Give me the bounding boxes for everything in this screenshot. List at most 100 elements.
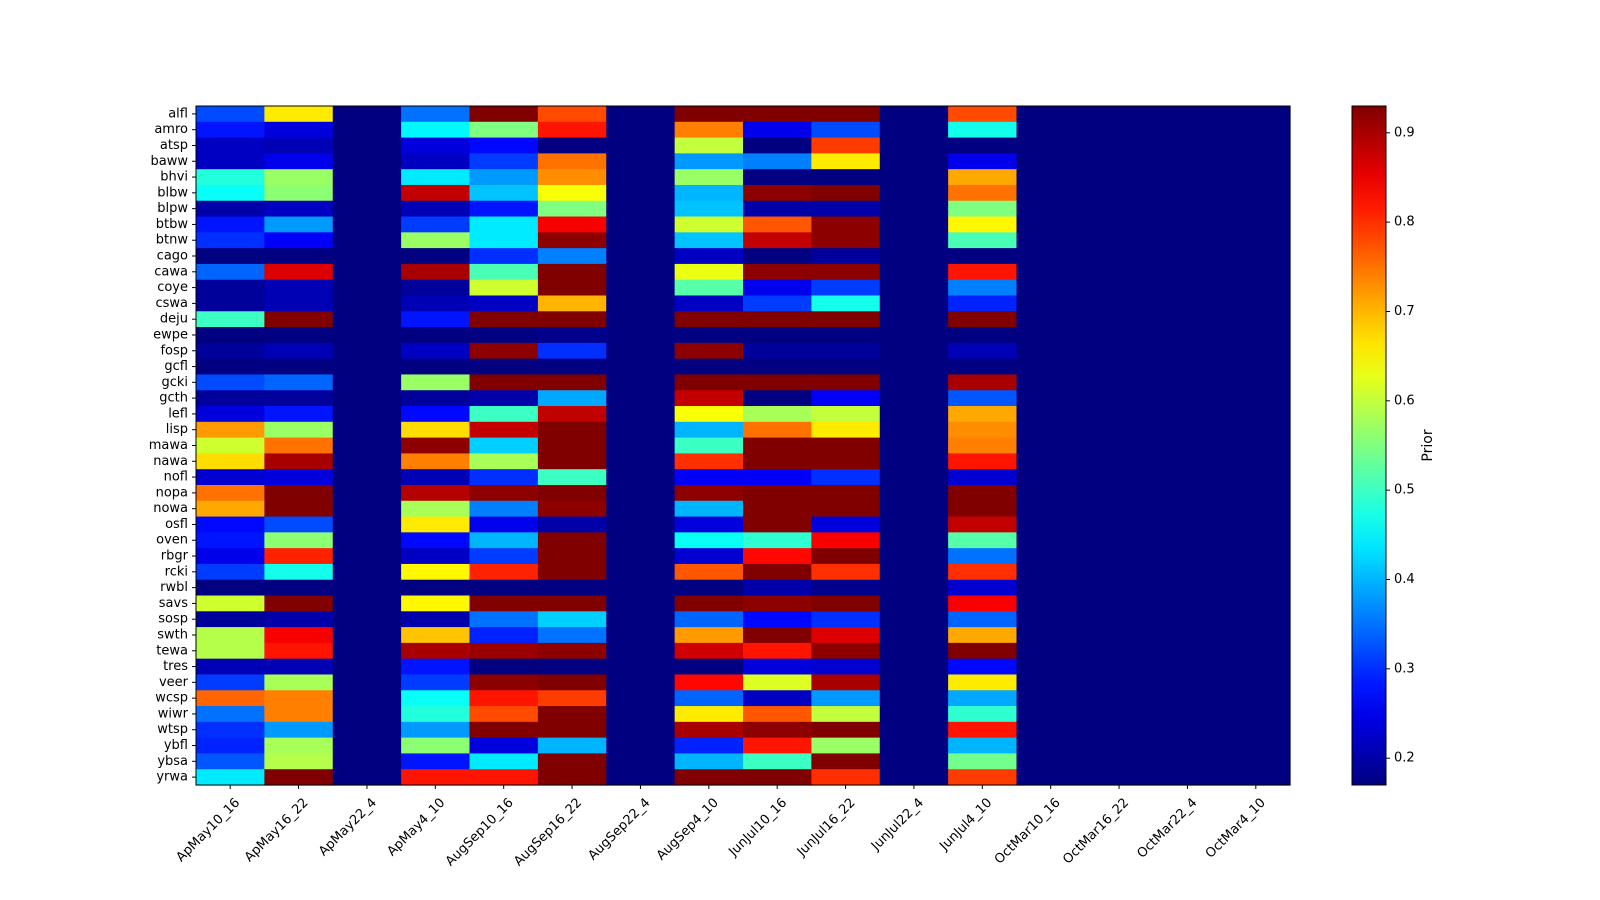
heatmap-cell: [1084, 658, 1154, 676]
heatmap-cell: [469, 184, 539, 202]
heatmap-cell: [1016, 674, 1086, 691]
colorbar-tick-label: 0.7: [1394, 304, 1415, 319]
heatmap-cell: [469, 137, 539, 154]
heatmap-cell: [332, 721, 402, 739]
y-tick-label: nowa: [153, 501, 188, 516]
heatmap-cell: [743, 658, 812, 676]
heatmap-cell: [332, 311, 402, 328]
heatmap-cell: [879, 516, 949, 533]
heatmap-cell: [264, 674, 334, 691]
heatmap-cell: [401, 137, 471, 154]
heatmap-cell: [469, 769, 539, 786]
heatmap-cell: [606, 200, 676, 218]
y-tick-label: atsp: [160, 138, 188, 153]
heatmap-cell: [264, 469, 334, 486]
heatmap-cell: [606, 153, 676, 170]
heatmap-cell: [264, 248, 334, 265]
heatmap-cell: [879, 721, 949, 739]
heatmap-cell: [674, 263, 744, 281]
heatmap-cell: [1016, 737, 1086, 755]
heatmap-cell: [196, 469, 265, 486]
heatmap-cell: [606, 595, 676, 612]
colorbar-ticks: 0.2 0.3 0.4 0.5 0.6 0.7 0.8 0.9: [1386, 125, 1415, 766]
heatmap-cell: [743, 500, 812, 518]
heatmap-cell: [1084, 406, 1154, 423]
heatmap-cell: [948, 137, 1018, 154]
colorbar-tick-label: 0.3: [1394, 661, 1415, 676]
heatmap-cell: [332, 516, 402, 533]
heatmap-cell: [196, 737, 265, 755]
heatmap-cell: [948, 753, 1018, 770]
heatmap-cell: [537, 184, 607, 202]
heatmap-cell: [743, 200, 812, 218]
heatmap-cell: [811, 248, 881, 265]
heatmap-cell: [948, 721, 1018, 739]
heatmap-cell: [1084, 295, 1154, 312]
heatmap-cell: [879, 248, 949, 265]
heatmap-cell: [264, 200, 334, 218]
heatmap-cell: [948, 390, 1018, 407]
heatmap-cell: [332, 342, 402, 360]
heatmap-cell: [879, 200, 949, 218]
heatmap-cell: [196, 184, 265, 202]
heatmap-cell: [196, 500, 265, 518]
colorbar: 0.2 0.3 0.4 0.5 0.6 0.7 0.8 0.9 Prior: [1351, 105, 1436, 786]
heatmap-cell: [537, 453, 607, 470]
y-axis: alflamroatspbawwbhviblbwblpwbtbwbtnwcago…: [149, 106, 196, 785]
heatmap-cell: [196, 374, 265, 391]
heatmap-cell: [1016, 611, 1086, 628]
heatmap-cell: [469, 595, 539, 612]
heatmap-cell: [401, 169, 471, 186]
heatmap-cell: [401, 358, 471, 376]
heatmap-cell: [1153, 721, 1223, 739]
heatmap-cell: [264, 374, 334, 391]
heatmap-cell: [1221, 406, 1291, 423]
heatmap-cell: [537, 106, 607, 123]
heatmap-cell: [606, 721, 676, 739]
heatmap-cell: [1016, 453, 1086, 470]
heatmap-cell: [674, 232, 744, 249]
heatmap-cell: [811, 137, 881, 154]
heatmap-cell: [948, 437, 1018, 454]
heatmap-cell: [332, 706, 402, 723]
heatmap-cell: [537, 627, 607, 644]
heatmap-cell: [948, 248, 1018, 265]
heatmap-cell: [1016, 232, 1086, 249]
heatmap-cell: [537, 232, 607, 249]
heatmap-cell: [743, 295, 812, 312]
heatmap-cell: [811, 548, 881, 565]
heatmap-cell: [743, 674, 812, 691]
heatmap-cell: [674, 548, 744, 565]
y-tick-label: yrwa: [156, 770, 188, 785]
heatmap-cell: [948, 216, 1018, 233]
heatmap-cell: [879, 627, 949, 644]
heatmap-cell: [1153, 263, 1223, 281]
heatmap-cell: [948, 106, 1018, 123]
x-tick-label: JunJul10_16: [725, 795, 790, 860]
x-tick-label: ApMay10_16: [174, 795, 244, 865]
heatmap-cell: [537, 706, 607, 723]
heatmap-cell: [196, 579, 265, 597]
heatmap-cell: [196, 753, 265, 770]
heatmap-cell: [811, 737, 881, 755]
heatmap-cell: [332, 611, 402, 628]
heatmap-cell: [264, 642, 334, 660]
heatmap-cell: [743, 342, 812, 360]
heatmap-cell: [1084, 342, 1154, 360]
heatmap-cell: [1084, 106, 1154, 123]
heatmap-cell: [264, 169, 334, 186]
heatmap-cell: [879, 737, 949, 755]
heatmap-cell: [537, 769, 607, 786]
x-tick-label: JunJul16_22: [794, 795, 859, 860]
heatmap-cell: [948, 358, 1018, 376]
heatmap-cell: [196, 232, 265, 249]
heatmap-cell: [1153, 121, 1223, 139]
heatmap-cell: [948, 153, 1018, 170]
y-tick-label: cawa: [154, 264, 188, 279]
heatmap-cell: [332, 137, 402, 154]
heatmap-cell: [879, 453, 949, 470]
heatmap-cell: [1084, 453, 1154, 470]
y-tick-label: nofl: [164, 470, 188, 485]
heatmap-cell: [1016, 484, 1086, 502]
heatmap-cell: [401, 706, 471, 723]
